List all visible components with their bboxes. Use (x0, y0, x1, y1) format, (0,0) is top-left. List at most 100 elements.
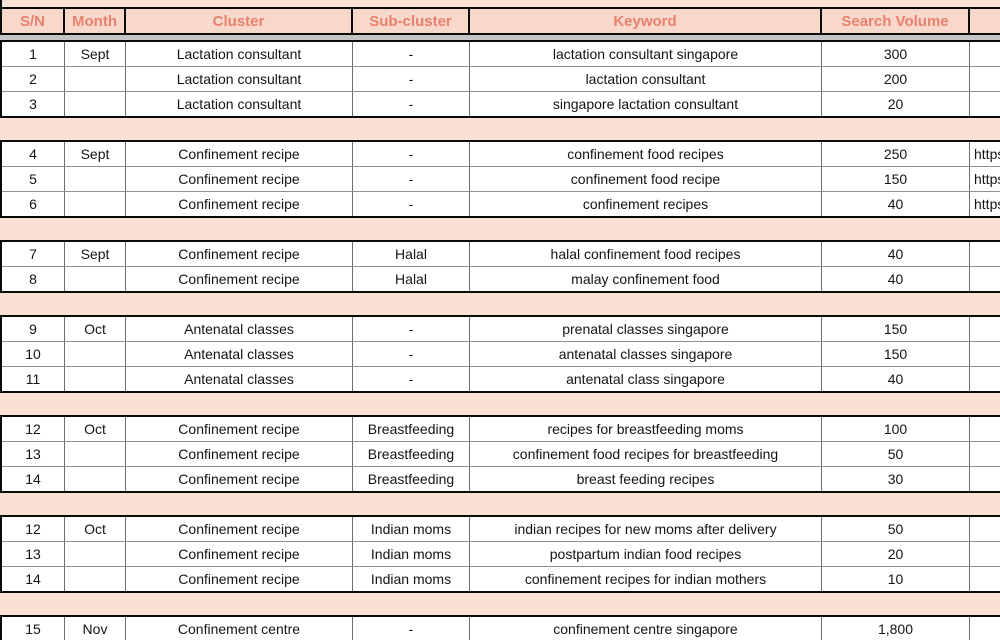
cell-keyword[interactable]: confinement recipes (470, 192, 822, 216)
cell-keyword[interactable]: confinement food recipe (470, 167, 822, 191)
cell-month[interactable]: Oct (65, 417, 126, 441)
cell-sub-cluster[interactable]: - (353, 42, 470, 66)
column-header-cluster[interactable]: Cluster (126, 9, 353, 33)
column-header-sub-cluster[interactable]: Sub-cluster (353, 9, 470, 33)
cell-sub-cluster[interactable]: Indian moms (353, 567, 470, 591)
cell-cluster[interactable]: Lactation consultant (126, 42, 353, 66)
cell-link[interactable]: https (974, 171, 1000, 187)
cell-keyword[interactable]: lactation consultant (470, 67, 822, 91)
cell-month[interactable] (65, 92, 126, 116)
cell-cluster[interactable]: Confinement recipe (126, 192, 353, 216)
cell-sn[interactable]: 9 (2, 317, 65, 341)
cell-sub-cluster[interactable]: Breastfeeding (353, 417, 470, 441)
cell-sub-cluster[interactable]: - (353, 367, 470, 391)
cell-keyword[interactable]: indian recipes for new moms after delive… (470, 517, 822, 541)
cell-cluster[interactable]: Antenatal classes (126, 317, 353, 341)
cell-keyword[interactable]: lactation consultant singapore (470, 42, 822, 66)
cell-month[interactable] (65, 192, 126, 216)
cell-month[interactable] (65, 542, 126, 566)
cell-cluster[interactable]: Confinement recipe (126, 267, 353, 291)
cell-link[interactable] (970, 417, 1000, 441)
cell-sn[interactable]: 2 (2, 67, 65, 91)
cell-sub-cluster[interactable]: Indian moms (353, 542, 470, 566)
cell-month[interactable]: Oct (65, 317, 126, 341)
cell-cluster[interactable]: Lactation consultant (126, 92, 353, 116)
cell-sub-cluster[interactable]: - (353, 342, 470, 366)
cell-search-volume[interactable]: 40 (822, 242, 970, 266)
cell-cluster[interactable]: Antenatal classes (126, 342, 353, 366)
cell-search-volume[interactable]: 40 (822, 192, 970, 216)
cell-month[interactable]: Nov (65, 617, 126, 640)
cell-sn[interactable]: 5 (2, 167, 65, 191)
cell-cluster[interactable]: Confinement recipe (126, 517, 353, 541)
cell-month[interactable] (65, 167, 126, 191)
cell-month[interactable]: Oct (65, 517, 126, 541)
cell-search-volume[interactable]: 1,800 (822, 617, 970, 640)
cell-month[interactable] (65, 567, 126, 591)
cell-link[interactable] (970, 467, 1000, 491)
cell-cluster[interactable]: Confinement recipe (126, 167, 353, 191)
cell-sub-cluster[interactable]: Indian moms (353, 517, 470, 541)
cell-cluster[interactable]: Confinement recipe (126, 142, 353, 166)
cell-link[interactable] (970, 542, 1000, 566)
cell-link[interactable] (970, 617, 1000, 640)
cell-sn[interactable]: 7 (2, 242, 65, 266)
cell-search-volume[interactable]: 40 (822, 267, 970, 291)
cell-sub-cluster[interactable]: - (353, 317, 470, 341)
cell-sub-cluster[interactable]: Halal (353, 267, 470, 291)
cell-sn[interactable]: 14 (2, 467, 65, 491)
cell-keyword[interactable]: breast feeding recipes (470, 467, 822, 491)
cell-link[interactable] (970, 442, 1000, 466)
cell-cluster[interactable]: Confinement recipe (126, 467, 353, 491)
cell-search-volume[interactable]: 300 (822, 42, 970, 66)
cell-sn[interactable]: 4 (2, 142, 65, 166)
cell-cluster[interactable]: Confinement recipe (126, 567, 353, 591)
cell-keyword[interactable]: halal confinement food recipes (470, 242, 822, 266)
cell-keyword[interactable]: confinement food recipes (470, 142, 822, 166)
cell-search-volume[interactable]: 200 (822, 67, 970, 91)
cell-keyword[interactable]: confinement centre singapore (470, 617, 822, 640)
cell-cluster[interactable]: Confinement centre (126, 617, 353, 640)
cell-sub-cluster[interactable]: Breastfeeding (353, 442, 470, 466)
cell-keyword[interactable]: malay confinement food (470, 267, 822, 291)
cell-month[interactable]: Sept (65, 242, 126, 266)
cell-keyword[interactable]: confinement food recipes for breastfeedi… (470, 442, 822, 466)
cell-search-volume[interactable]: 50 (822, 517, 970, 541)
cell-link[interactable]: https (974, 146, 1000, 162)
cell-sn[interactable]: 15 (2, 617, 65, 640)
cell-keyword[interactable]: antenatal class singapore (470, 367, 822, 391)
cell-search-volume[interactable]: 20 (822, 92, 970, 116)
cell-link[interactable] (970, 367, 1000, 391)
cell-search-volume[interactable]: 150 (822, 342, 970, 366)
column-header-keyword[interactable]: Keyword (470, 9, 822, 33)
cell-sub-cluster[interactable]: Halal (353, 242, 470, 266)
cell-cluster[interactable]: Confinement recipe (126, 242, 353, 266)
cell-sn[interactable]: 8 (2, 267, 65, 291)
cell-month[interactable] (65, 367, 126, 391)
cell-link[interactable] (970, 342, 1000, 366)
column-header-search-volume[interactable]: Search Volume (822, 9, 970, 33)
cell-cluster[interactable]: Confinement recipe (126, 417, 353, 441)
cell-month[interactable] (65, 467, 126, 491)
cell-search-volume[interactable]: 100 (822, 417, 970, 441)
cell-sub-cluster[interactable]: - (353, 142, 470, 166)
cell-sn[interactable]: 10 (2, 342, 65, 366)
cell-sub-cluster[interactable]: - (353, 67, 470, 91)
cell-link[interactable] (970, 42, 1000, 66)
cell-sn[interactable]: 13 (2, 542, 65, 566)
cell-sn[interactable]: 1 (2, 42, 65, 66)
cell-keyword[interactable]: postpartum indian food recipes (470, 542, 822, 566)
cell-month[interactable]: Sept (65, 142, 126, 166)
cell-link[interactable] (970, 567, 1000, 591)
cell-month[interactable] (65, 442, 126, 466)
cell-month[interactable] (65, 267, 126, 291)
cell-sn[interactable]: 12 (2, 417, 65, 441)
cell-link[interactable] (970, 67, 1000, 91)
cell-sn[interactable]: 3 (2, 92, 65, 116)
cell-cluster[interactable]: Lactation consultant (126, 67, 353, 91)
cell-search-volume[interactable]: 10 (822, 567, 970, 591)
cell-keyword[interactable]: singapore lactation consultant (470, 92, 822, 116)
cell-keyword[interactable]: prenatal classes singapore (470, 317, 822, 341)
cell-keyword[interactable]: antenatal classes singapore (470, 342, 822, 366)
cell-cluster[interactable]: Antenatal classes (126, 367, 353, 391)
